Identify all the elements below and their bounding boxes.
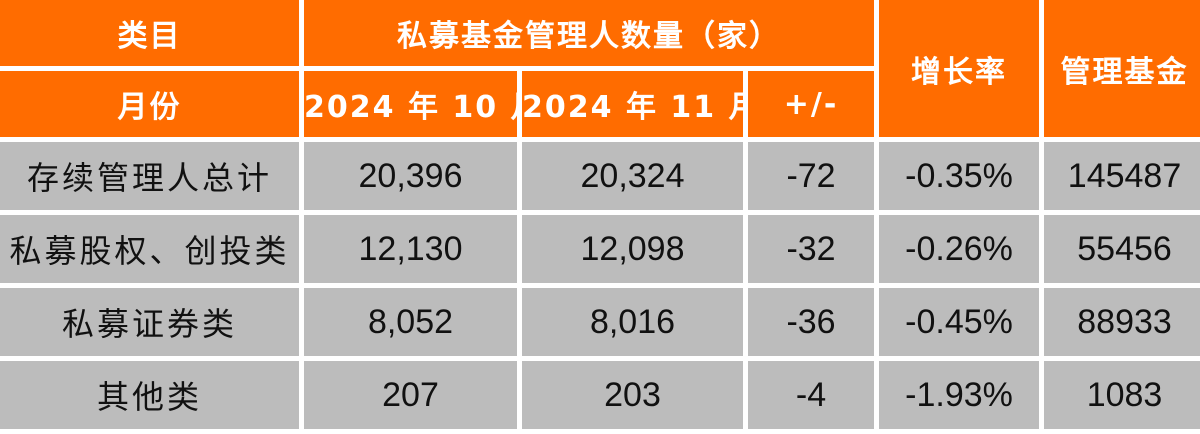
managed-funds-value: 88933 [1044, 288, 1200, 356]
nov-value: 12,098 [522, 215, 743, 283]
row-name: 私募股权、创投类 [0, 215, 299, 283]
change-header: +/- [748, 71, 875, 137]
change-value: -36 [748, 288, 875, 356]
managed-funds-value: 55456 [1044, 215, 1200, 283]
nov-value: 8,016 [522, 288, 743, 356]
growth-value: -0.35% [879, 142, 1040, 210]
row-name: 私募证券类 [0, 288, 299, 356]
growth-value: -1.93% [879, 361, 1040, 429]
growth-value: -0.26% [879, 215, 1040, 283]
change-value: -4 [748, 361, 875, 429]
category-header: 类目 [0, 0, 299, 66]
nov-value: 20,324 [522, 142, 743, 210]
header-row-top: 类目 私募基金管理人数量（家） 增长率 管理基金 [0, 0, 1200, 137]
header-row-bottom: 月份 2024 年 10 月 2024 年 11 月 +/- [0, 71, 1200, 137]
row-name: 其他类 [0, 361, 299, 429]
managed-funds-value: 1083 [1044, 361, 1200, 429]
oct-value: 207 [304, 361, 517, 429]
change-value: -72 [748, 142, 875, 210]
managed-funds-header: 管理基金 [1044, 0, 1200, 137]
nov-value: 203 [522, 361, 743, 429]
table-row: 存续管理人总计 20,396 20,324 -72 -0.35% 145487 [0, 142, 1200, 210]
table-row: 私募证券类 8,052 8,016 -36 -0.45% 88933 [0, 288, 1200, 356]
nov-2024-header: 2024 年 11 月 [522, 71, 743, 137]
oct-2024-header: 2024 年 10 月 [304, 71, 517, 137]
growth-value: -0.45% [879, 288, 1040, 356]
row-name: 存续管理人总计 [0, 142, 299, 210]
growth-rate-header: 增长率 [879, 0, 1040, 137]
month-header: 月份 [0, 71, 299, 137]
managed-funds-value: 145487 [1044, 142, 1200, 210]
oct-value: 8,052 [304, 288, 517, 356]
oct-value: 12,130 [304, 215, 517, 283]
change-value: -32 [748, 215, 875, 283]
oct-value: 20,396 [304, 142, 517, 210]
manager-count-group-header: 私募基金管理人数量（家） [304, 0, 875, 66]
table-row: 其他类 207 203 -4 -1.93% 1083 [0, 361, 1200, 429]
table-row: 私募股权、创投类 12,130 12,098 -32 -0.26% 55456 [0, 215, 1200, 283]
